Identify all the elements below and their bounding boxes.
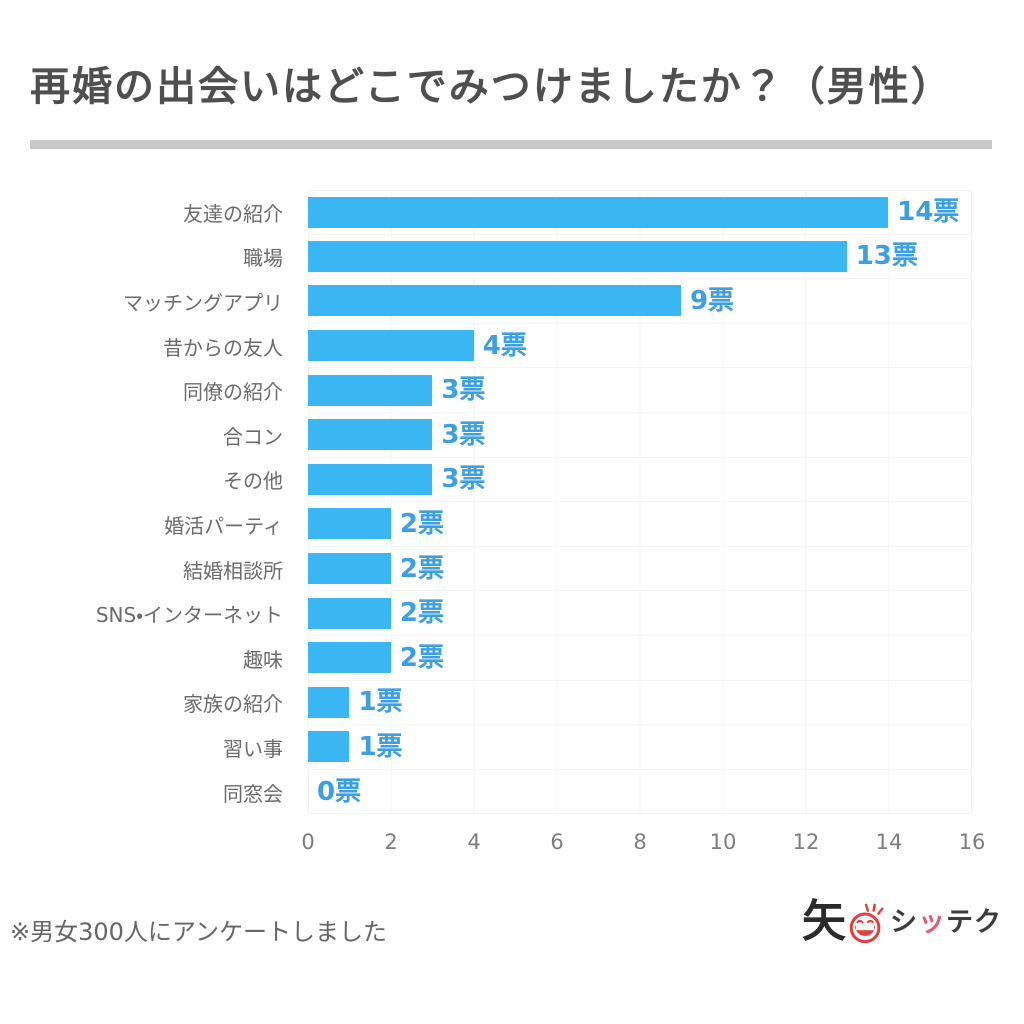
x-tick-label: 0: [301, 830, 315, 855]
category-label: その他: [223, 469, 283, 494]
chart-row: 昔からの友人 4票: [30, 323, 972, 369]
bar: [308, 419, 433, 451]
bar-track: 14票: [308, 190, 972, 235]
category-label: 合コン: [223, 424, 283, 449]
category-label: 習い事: [223, 736, 283, 761]
bar: [308, 508, 391, 540]
bar: [308, 553, 391, 585]
bar: [308, 285, 681, 317]
category-label: 家族の紹介: [183, 692, 283, 717]
logo-text-part2-accent: ッ: [918, 906, 946, 938]
logo-text: シッテク: [890, 909, 1002, 936]
category-label: 昔からの友人: [163, 335, 283, 360]
bar-chart: 友達の紹介 14票 職場 13票 マッチングアプリ 9票 昔からの友人 4票 同僚の紹介 3票 合コ…: [30, 190, 985, 864]
laughing-face-icon: [849, 903, 884, 944]
category-label: 職場: [243, 246, 283, 271]
bar-track: 13票: [308, 234, 972, 280]
chart-row: 友達の紹介 14票: [30, 190, 972, 235]
bar: [308, 374, 433, 406]
value-label: 3票: [441, 375, 486, 406]
bar-track: 4票: [308, 323, 972, 369]
category-label: SNS・インターネット: [95, 603, 283, 628]
logo-kanji: 矢: [802, 896, 846, 947]
logo-text-part3: テク: [946, 906, 1002, 938]
page-title: 再婚の出会いはどこでみつけましたか？（男性）: [30, 64, 953, 110]
bar: [308, 597, 391, 629]
value-label: 2票: [399, 642, 444, 673]
value-label: 1票: [358, 731, 403, 762]
value-label: 14票: [897, 197, 960, 228]
value-label: 3票: [441, 464, 486, 495]
logo-text-part1: シ: [890, 906, 918, 938]
bar: [308, 463, 433, 495]
x-tick-label: 2: [384, 830, 398, 855]
chart-row: 習い事 1票: [30, 725, 972, 770]
value-label: 13票: [855, 241, 918, 272]
bar: [308, 642, 391, 674]
x-axis: 0 2 4 6 8 10 12 14 16: [301, 814, 985, 864]
value-label: 0票: [317, 776, 362, 807]
title-divider: [30, 140, 992, 149]
chart-row: その他 3票: [30, 457, 972, 503]
category-label: 同僚の紹介: [183, 380, 283, 405]
category-label: 結婚相談所: [183, 558, 283, 583]
bar-track: 3票: [308, 457, 972, 503]
chart-row: 結婚相談所 2票: [30, 546, 972, 592]
chart-row: 同窓会 0票: [30, 769, 972, 815]
chart-row: 職場 13票: [30, 234, 972, 280]
value-label: 1票: [358, 687, 403, 718]
brand-logo: 矢 シッテク: [802, 892, 1002, 952]
x-tick-label: 10: [709, 830, 737, 855]
bar-track: 3票: [308, 368, 972, 413]
chart-rows: 友達の紹介 14票 職場 13票 マッチングアプリ 9票 昔からの友人 4票 同僚の紹介 3票 合コ…: [30, 190, 972, 815]
chart-row: 家族の紹介 1票: [30, 680, 972, 726]
value-label: 2票: [399, 508, 444, 539]
x-tick-label: 8: [633, 830, 647, 855]
bar: [308, 196, 889, 228]
bar: [308, 686, 350, 718]
x-tick-label: 12: [792, 830, 820, 855]
x-tick-label: 6: [550, 830, 564, 855]
bar: [308, 240, 847, 272]
chart-row: 趣味 2票: [30, 635, 972, 681]
chart-row: SNS・インターネット 2票: [30, 591, 972, 636]
value-label: 4票: [482, 330, 527, 361]
bar-track: 2票: [308, 635, 972, 681]
value-label: 2票: [399, 553, 444, 584]
x-tick-label: 16: [958, 830, 986, 855]
category-label: マッチングアプリ: [123, 290, 283, 315]
chart-row: マッチングアプリ 9票: [30, 279, 972, 324]
chart-row: 同僚の紹介 3票: [30, 368, 972, 413]
bar-track: 2票: [308, 502, 972, 547]
bar-track: 0票: [308, 769, 972, 815]
value-label: 9票: [689, 285, 735, 316]
value-label: 2票: [399, 598, 444, 629]
value-label: 3票: [441, 419, 486, 450]
category-label: 同窓会: [223, 781, 283, 806]
chart-row: 合コン 3票: [30, 412, 972, 458]
bar: [308, 731, 350, 763]
category-label: 友達の紹介: [183, 201, 283, 226]
survey-note: ※男女300人にアンケートしました: [10, 918, 387, 946]
bar-track: 9票: [308, 279, 972, 324]
chart-row: 婚活パーティ 2票: [30, 502, 972, 547]
category-label: 趣味: [243, 647, 283, 672]
bar-track: 2票: [308, 546, 972, 592]
x-tick-label: 4: [467, 830, 481, 855]
bar-track: 1票: [308, 680, 972, 726]
bar: [308, 330, 474, 362]
bar-track: 3票: [308, 412, 972, 458]
bar-track: 2票: [308, 591, 972, 636]
category-label: 婚活パーティ: [164, 513, 283, 538]
x-tick-label: 14: [875, 830, 903, 855]
bar-track: 1票: [308, 725, 972, 770]
